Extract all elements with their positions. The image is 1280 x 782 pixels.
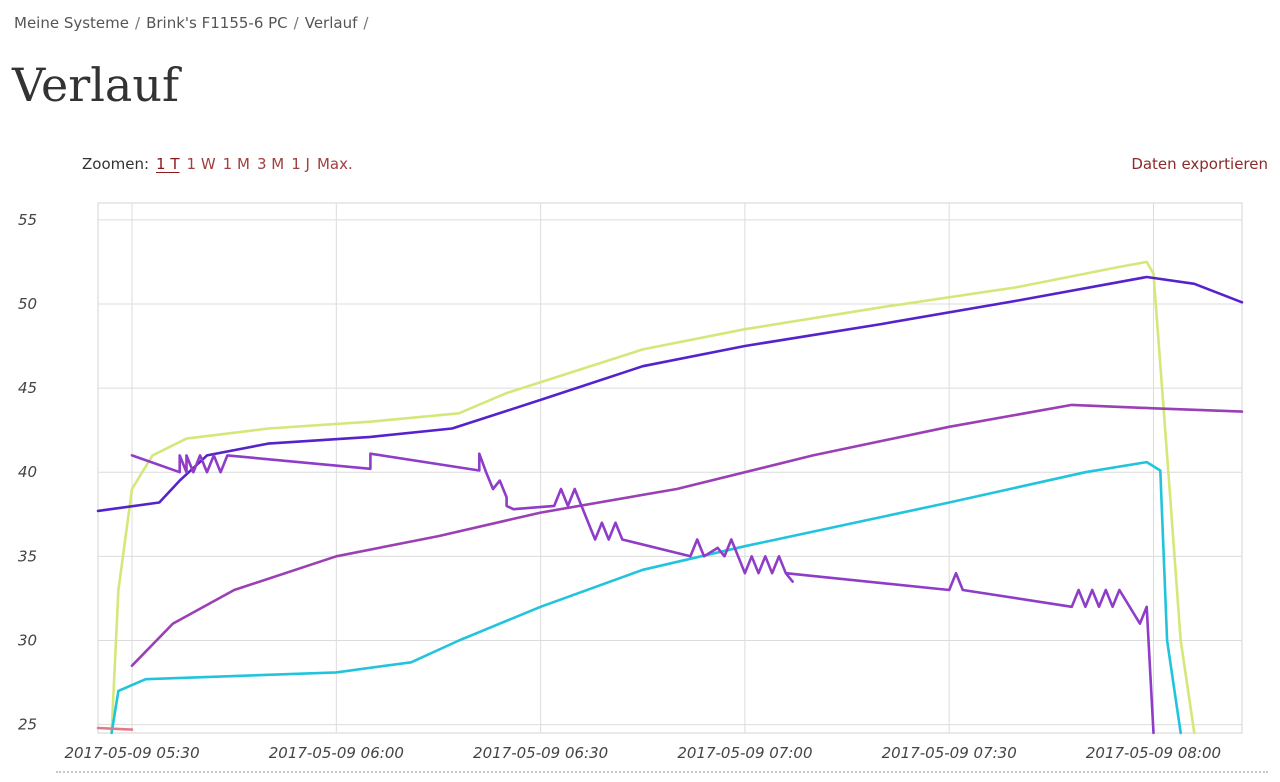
y-tick-label: 55 [18,211,37,229]
y-tick-label: 50 [18,295,37,313]
series-line-1 [110,260,1196,735]
breadcrumb-item-systems[interactable]: Meine Systeme [14,14,130,32]
zoom-option-max[interactable]: Max. [316,155,353,173]
breadcrumb-item-device[interactable]: Brink's F1155-6 PC [146,14,288,32]
zoom-option-1-day[interactable]: 1 T [156,155,180,173]
series-line-2 [96,275,1244,513]
zoom-option-3-months[interactable]: 3 M [256,155,285,173]
series-line-5 [130,452,1155,735]
zoom-option-1-year[interactable]: 1 J [291,155,310,173]
x-tick-label: 2017-05-09 05:30 [64,744,199,762]
y-tick-label: 40 [18,463,37,481]
breadcrumb: Meine Systeme / Brink's F1155-6 PC / Ver… [14,14,368,32]
breadcrumb-item-history[interactable]: Verlauf [304,14,358,32]
breadcrumb-separator: / [363,14,369,32]
y-tick-label: 30 [18,631,37,649]
series-line-6 [96,726,134,731]
y-tick-label: 45 [18,379,37,397]
zoom-option-1-week[interactable]: 1 W [186,155,216,173]
y-tick-label: 35 [18,547,37,565]
x-tick-label: 2017-05-09 06:00 [269,744,404,762]
breadcrumb-separator: / [135,14,141,32]
history-chart[interactable]: 25 30 35 40 45 50 55 2017-05-09 05:30 2017-05-09… [0,195,1280,770]
export-data-link[interactable]: Daten exportieren [1131,155,1268,173]
series-line-4 [110,460,1182,735]
zoom-bar: Zoomen: 1 T 1 W 1 M 3 M 1 J Max. [82,155,353,173]
plot-area [97,202,1243,734]
page-title: Verlauf [12,58,179,112]
x-tick-label: 2017-05-09 07:30 [882,744,1017,762]
zoom-label: Zoomen: [82,155,150,173]
series-line-3 [130,403,1244,667]
y-tick-label: 25 [18,716,37,734]
x-tick-label: 2017-05-09 07:00 [677,744,812,762]
zoom-option-1-month[interactable]: 1 M [222,155,250,173]
x-tick-label: 2017-05-09 08:00 [1086,744,1221,762]
breadcrumb-separator: / [293,14,299,32]
x-tick-label: 2017-05-09 06:30 [473,744,608,762]
divider [56,771,1268,773]
